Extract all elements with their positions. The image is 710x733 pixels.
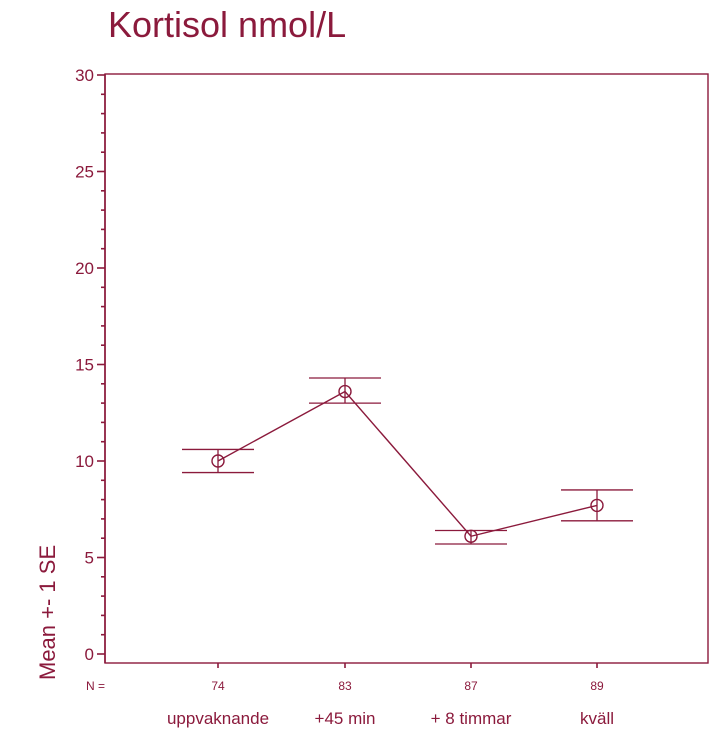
x-axis: 74 uppvaknande 83 +45 min 87 + 8 timmar 89 kväl… (167, 663, 614, 728)
x-category-label: +45 min (315, 709, 376, 728)
x-category-label: kväll (580, 709, 614, 728)
y-tick-label: 15 (75, 356, 94, 375)
y-tick-label: 30 (75, 66, 94, 85)
y-axis: 0 5 10 15 20 25 30 (75, 66, 106, 664)
y-tick-label: 0 (85, 645, 94, 664)
y-tick-label: 10 (75, 452, 94, 471)
data-point (211, 454, 225, 468)
n-label: N = (86, 679, 105, 693)
x-category-label: uppvaknande (167, 709, 269, 728)
n-value: 89 (590, 679, 604, 693)
n-value: 83 (338, 679, 352, 693)
plot-frame (104, 73, 709, 664)
series-line (217, 390, 598, 538)
y-tick-label: 25 (75, 163, 94, 182)
n-value: 87 (464, 679, 478, 693)
data-point (338, 384, 352, 399)
x-category-label: + 8 timmar (431, 709, 512, 728)
data-point (590, 498, 604, 513)
y-axis-label: Mean +- 1 SE (35, 545, 60, 680)
y-tick-label: 20 (75, 259, 94, 278)
n-value: 74 (211, 679, 225, 693)
data-point (464, 529, 478, 543)
series-group (182, 377, 633, 545)
chart-title: Kortisol nmol/L (108, 4, 346, 45)
y-tick-label: 5 (85, 549, 94, 568)
